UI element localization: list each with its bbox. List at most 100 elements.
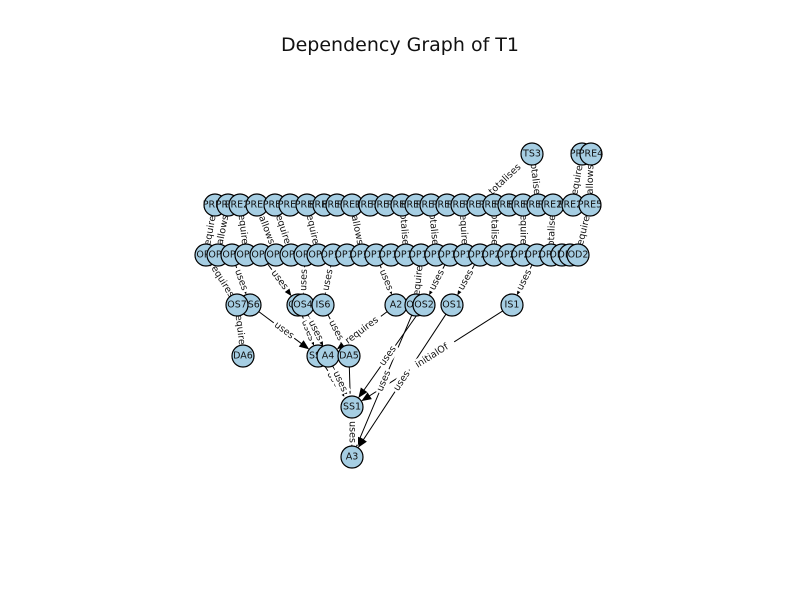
node-label: PRE14 [371,200,401,211]
edge-label-pre19-op19: requires [456,206,471,254]
edge-label-pre17-op17: totalises [424,203,443,257]
edge-label-background [301,205,324,255]
edge-label-background [339,311,385,350]
node-pre6: PRE6 [245,193,269,217]
node-label: PRE10 [309,200,339,211]
edge-label-background [373,366,395,396]
edge-label-text: totalises [489,210,500,250]
node-label: OP21 [481,250,506,261]
node-label: SS1 [343,402,361,413]
node-label: OP4 [236,250,255,261]
node-layer: TS3PRE3PRE4PRE1PRE2PRE20PRE6PRE7PRE8PRE9… [194,142,603,469]
edge-label-text: requires [343,314,381,346]
edge-label-background [567,155,588,204]
node-label: OP12 [349,250,374,261]
node-label: OP16 [408,250,433,261]
node-circle [337,344,361,368]
edge-label-background [424,203,443,257]
edge-label-op24-is1: uses [513,265,536,295]
edge-label-background [319,266,337,294]
edge-label-text: totalises [527,159,543,200]
node-circle [340,445,364,469]
node-label: PRE8 [278,200,302,211]
node-pre4: PRE4 [579,142,603,166]
edge-label-background [213,210,233,250]
node-circle [500,293,524,317]
edge-label-background [456,206,471,254]
node-circle [311,293,335,317]
edge-label-text: totalises [487,162,524,198]
edge-label-background [267,266,292,294]
node-label: OP6 [266,250,285,261]
node-a3: A3 [340,445,364,469]
node-label: PRE27 [558,200,588,211]
node-os2: OS2 [412,293,436,317]
edge-label-layer: totalises totalises requiresallowsrequires… [200,152,597,445]
arrow-head [361,392,372,402]
edge-label-text: uses [515,268,535,292]
edge-label-background [347,210,367,250]
edge-label-op20-os1: uses [454,265,478,295]
node-label: OP17 [423,250,448,261]
node-is6: IS6 [311,293,335,317]
edge-label-text: requires [411,260,426,300]
edge-label-background [425,265,449,295]
node-label: PRE9 [295,200,319,211]
node-pre27: PRE27 [558,193,588,217]
node-label: A2 [390,300,403,311]
node-label: PRE24 [508,200,538,211]
node-label: A3 [346,452,359,463]
graph-title: Dependency Graph of T1 [280,34,519,56]
edge-label-background [584,161,597,198]
node-label: DA5 [339,351,359,362]
node-label: OP15 [393,250,418,261]
edge-label-ss1-a3: uses [346,419,358,445]
node-label: PRE23 [494,200,524,211]
edge-label-background [329,367,351,396]
edge-label-background [513,265,536,295]
arrow-head [358,387,368,399]
node-label: IS6 [316,300,331,311]
edge-label-background [200,205,221,255]
node-label: OS2 [414,300,434,311]
node-pre17: PRE17 [416,193,446,217]
node-label: OP3 [222,250,241,261]
edge-label-background [395,203,413,257]
node-label: DA6 [233,351,253,362]
edge-label-text: requires [457,210,470,249]
edge-label-background [389,367,415,395]
node-label: PRE19 [447,200,477,211]
node-label: PRE21 [463,200,493,211]
edge-label-background [544,203,560,257]
edge-label-pre26-op25: totalises [544,203,560,257]
node-os4: OS4 [291,293,315,317]
node-label: PRE17 [416,200,446,211]
edge-label-text: uses [427,268,447,292]
node-label: OP18 [437,250,462,261]
node-label: OD2 [568,250,589,261]
edge-label-background [270,318,298,343]
node-circle [225,293,249,317]
node-label: PRE4 [579,149,603,160]
edge-label-os6-ss4: uses [270,318,298,343]
node-label: IS1 [505,300,520,311]
edge-label-background [410,255,427,305]
edge-label-pre12-op12: allows [347,210,367,250]
node-label: PRE11 [322,200,352,211]
node-label: PRE16 [401,200,431,211]
node-label: PRE22 [479,200,509,211]
node-label: PRE13 [355,200,385,211]
node-circle [520,142,544,166]
node-label: PRE15 [387,200,417,211]
node-label: OP8 [295,250,314,261]
edge-label-os3-a3: uses [373,366,395,396]
edge-label-pre4-pre5: allows [584,161,597,198]
edge-label-text: uses [347,421,358,443]
node-label: PRE7 [263,200,287,211]
node-label: PRE18 [432,200,462,211]
edge-label-text: totalises [426,209,441,250]
edge-label-background [488,203,500,257]
edge-label-text: uses [298,269,310,291]
